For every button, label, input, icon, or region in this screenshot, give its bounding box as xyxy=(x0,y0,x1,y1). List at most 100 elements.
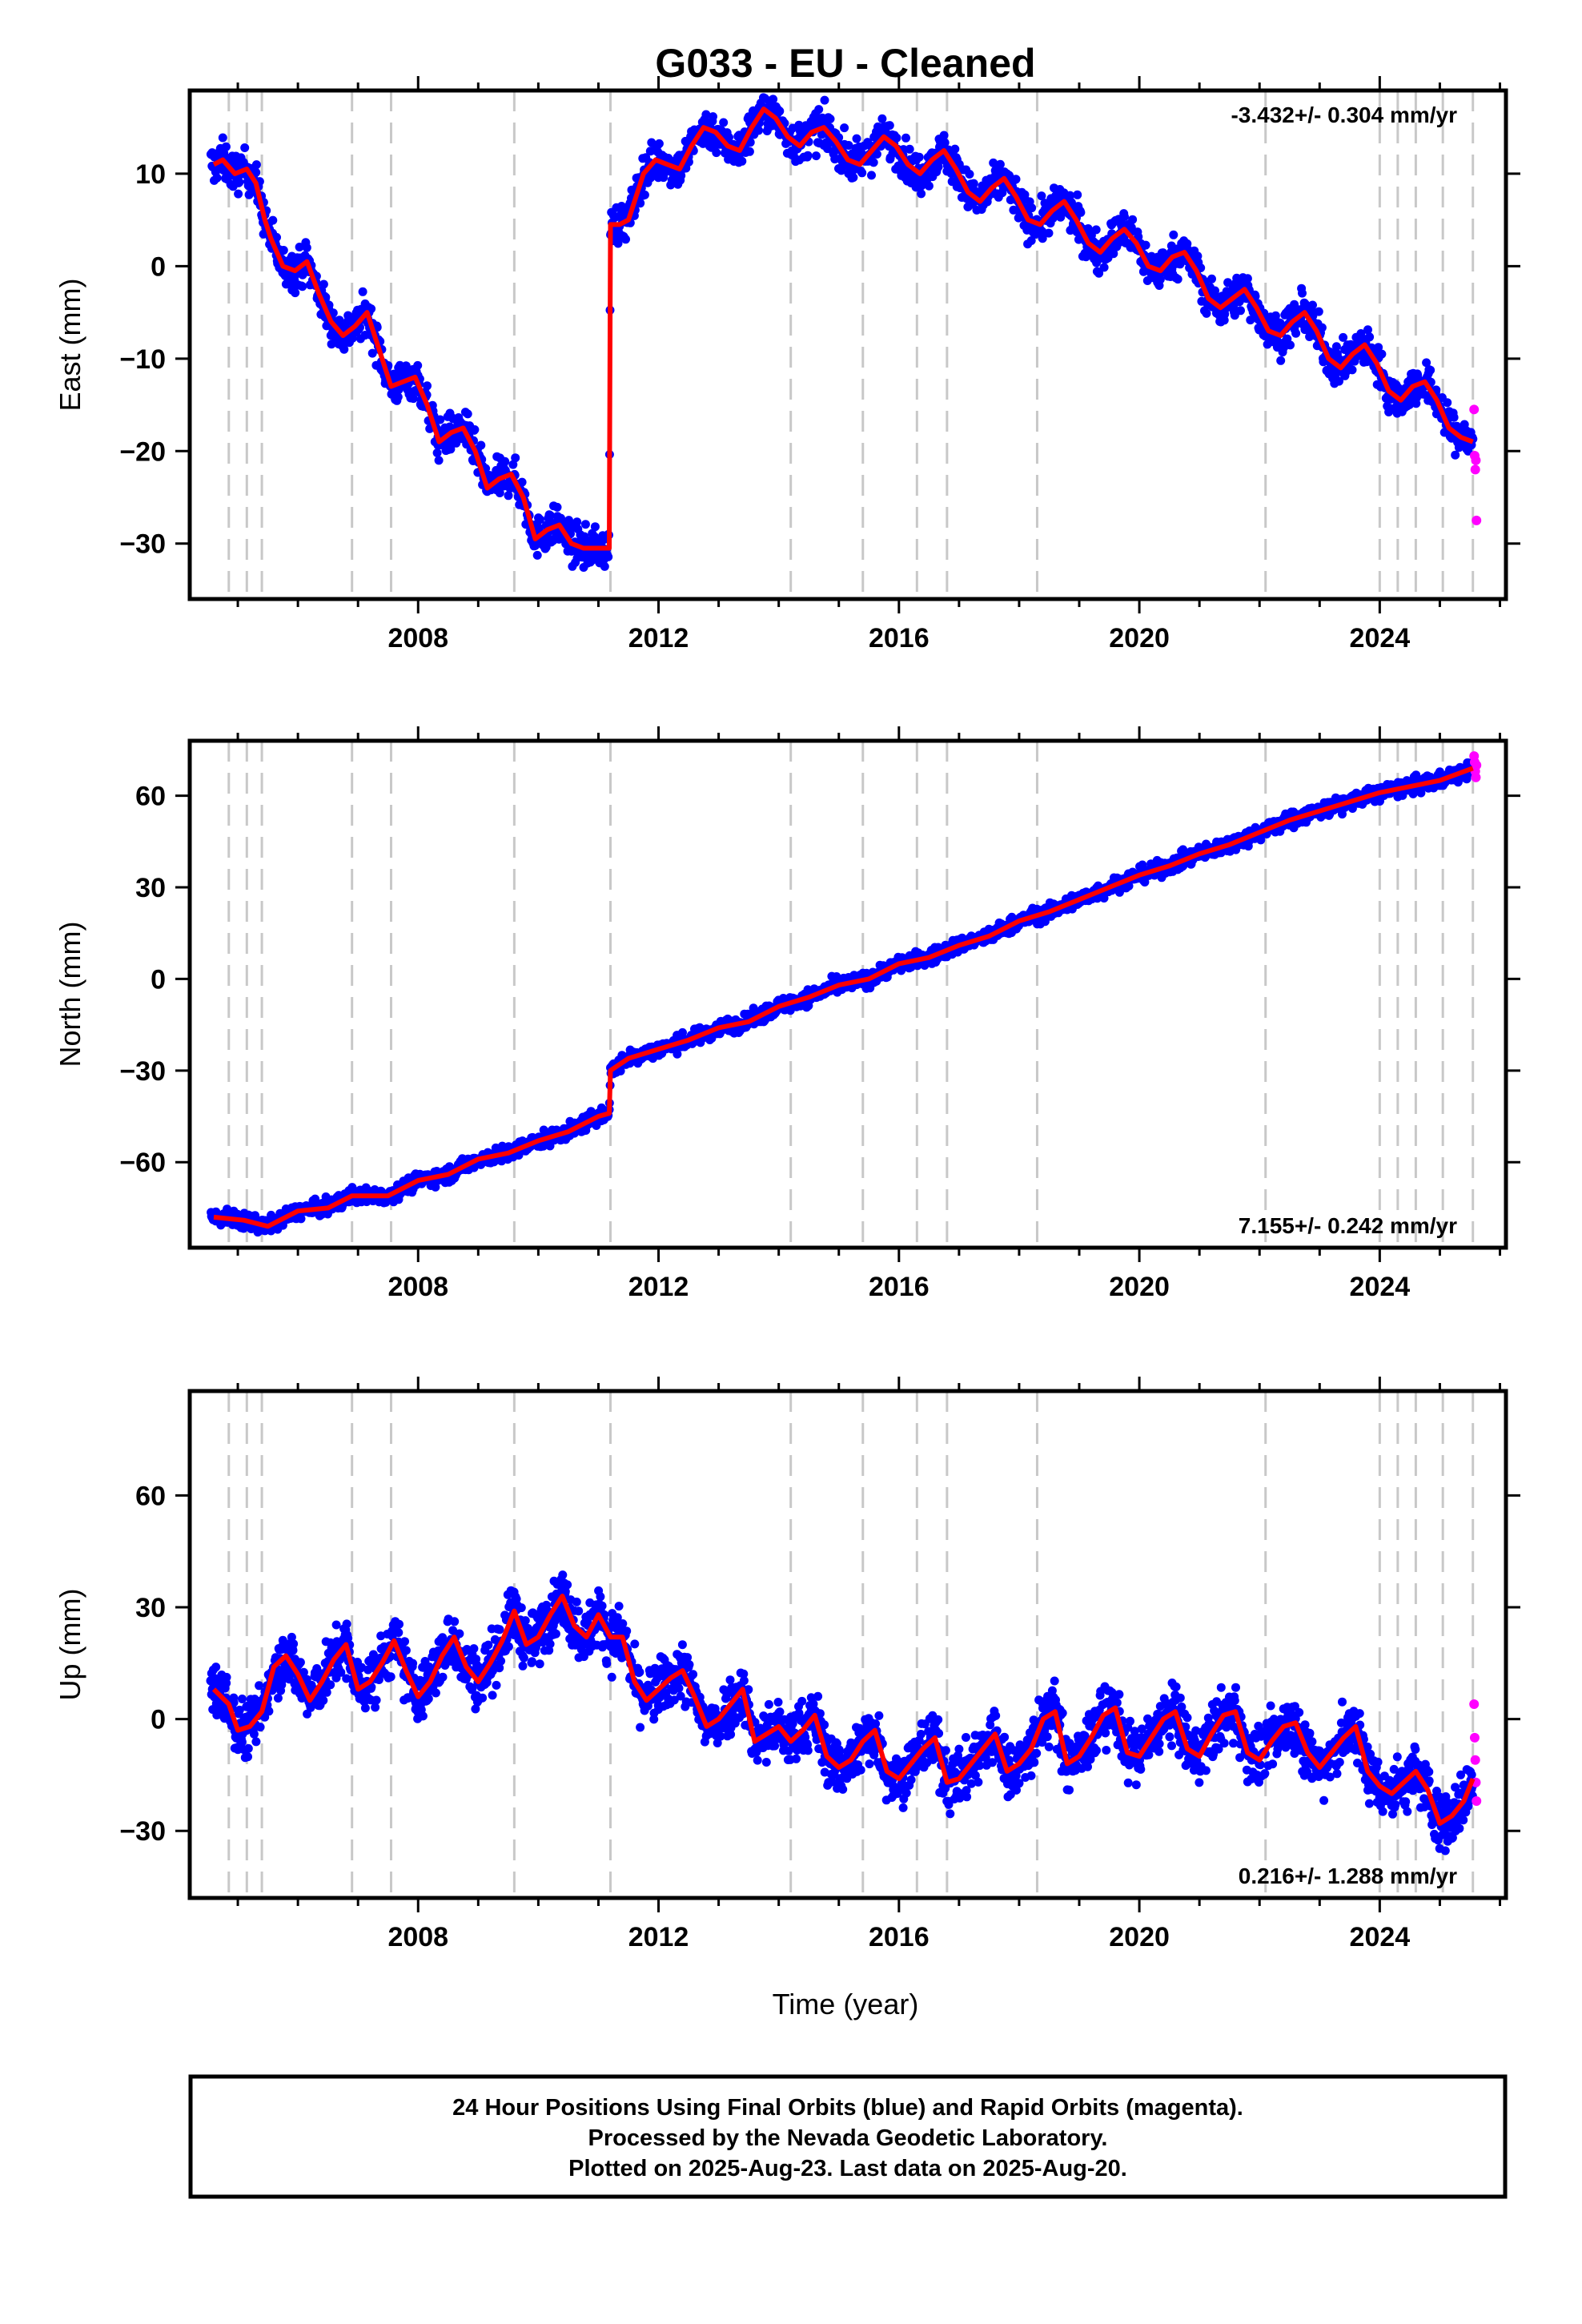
east-final-orbit-point xyxy=(1363,325,1372,335)
east-final-orbit-point xyxy=(268,215,278,225)
east-rapid-orbit-point xyxy=(1472,515,1482,525)
east-final-orbit-point xyxy=(413,360,423,370)
east-final-orbit-point xyxy=(677,171,686,180)
east-final-orbit-point xyxy=(1011,175,1021,184)
east-final-orbit-point xyxy=(251,167,261,177)
east-final-orbit-point xyxy=(1099,263,1109,272)
east-data-layer xyxy=(206,90,1482,599)
east-y-tick-label: 10 xyxy=(135,159,166,190)
east-final-orbit-point xyxy=(298,282,307,292)
east-final-orbit-point xyxy=(1365,332,1375,342)
east-final-orbit-point xyxy=(1298,288,1307,298)
east-final-orbit-point xyxy=(901,133,910,143)
east-final-orbit-point xyxy=(905,144,914,154)
east-final-orbit-point xyxy=(1374,343,1383,352)
east-y-tick-label: −20 xyxy=(119,436,166,467)
north-final-orbit-point xyxy=(1398,790,1407,800)
north-final-orbit-point xyxy=(1338,810,1347,819)
east-final-orbit-point xyxy=(775,107,785,116)
east-final-orbit-point xyxy=(546,511,556,521)
east-final-orbit-point xyxy=(319,279,328,289)
north-final-orbit-point xyxy=(431,1182,440,1192)
east-final-orbit-point xyxy=(1076,207,1086,217)
east-final-orbit-point xyxy=(476,440,486,450)
east-final-orbit-point xyxy=(914,152,924,162)
east-model-line xyxy=(212,107,1474,551)
east-final-orbit-point xyxy=(1308,300,1317,310)
east-final-orbit-point xyxy=(719,118,729,127)
east-final-orbit-point xyxy=(1066,191,1075,200)
east-final-orbit-point xyxy=(1091,225,1101,235)
east-final-orbit-point xyxy=(423,381,432,391)
east-final-orbit-point xyxy=(969,179,978,188)
east-final-orbit-point xyxy=(495,489,504,497)
east-final-orbit-point xyxy=(552,502,562,512)
east-x-tick-label: 2016 xyxy=(869,623,930,653)
east-final-orbit-point xyxy=(1027,203,1037,213)
north-final-orbit-point xyxy=(1138,860,1147,870)
north-y-axis-label: North (mm) xyxy=(54,922,86,1068)
east-final-orbit-point xyxy=(1291,328,1301,338)
east-rate-label: -3.432+/- 0.304 mm/yr xyxy=(1231,103,1457,127)
east-final-orbit-point xyxy=(1202,308,1211,318)
east-final-orbit-point xyxy=(572,517,582,527)
east-final-orbit-point xyxy=(636,199,645,208)
east-final-orbit-point xyxy=(640,190,649,199)
east-final-orbit-point xyxy=(463,409,472,419)
east-final-orbit-point xyxy=(339,344,349,354)
east-final-orbit-point xyxy=(1339,332,1348,342)
east-final-orbit-point xyxy=(840,123,849,133)
east-frame xyxy=(187,88,1508,601)
east-final-orbit-point xyxy=(1276,356,1286,365)
east-final-orbit-point xyxy=(590,522,600,532)
east-final-orbit-point xyxy=(654,139,664,148)
east-final-orbit-point xyxy=(877,114,887,123)
east-final-orbit-point xyxy=(1331,342,1341,352)
north-x-tick-label: 2008 xyxy=(387,1272,448,1302)
east-final-orbit-point xyxy=(1109,249,1118,259)
north-data-layer xyxy=(207,741,1482,1248)
east-final-orbit-point xyxy=(1377,349,1387,359)
east-final-orbit-point xyxy=(1044,228,1054,238)
east-final-orbit-point xyxy=(604,552,613,561)
east-final-orbit-point xyxy=(279,246,288,255)
north-y-tick-label: 0 xyxy=(151,964,166,995)
east-final-orbit-point xyxy=(872,150,881,159)
east-final-orbit-point xyxy=(1120,212,1129,222)
east-final-orbit-point xyxy=(1422,358,1431,368)
east-final-orbit-point xyxy=(432,448,442,457)
east-final-orbit-point xyxy=(1169,230,1178,239)
east-final-orbit-point xyxy=(221,142,231,151)
east-final-orbit-point xyxy=(240,143,250,152)
east-final-orbit-point xyxy=(434,456,444,465)
east-final-orbit-point xyxy=(302,243,311,252)
east-final-orbit-point xyxy=(470,425,480,434)
east-final-orbit-point xyxy=(1347,365,1357,375)
east-final-orbit-point xyxy=(621,235,630,244)
east-final-orbit-point xyxy=(1211,286,1219,296)
east-final-orbit-point xyxy=(1141,240,1150,250)
east-final-orbit-point xyxy=(1026,236,1036,245)
east-final-orbit-point xyxy=(600,561,609,571)
east-final-orbit-point xyxy=(1286,340,1295,350)
east-x-tick-label: 2024 xyxy=(1350,623,1411,653)
east-final-orbit-point xyxy=(251,160,261,170)
north-model-line xyxy=(213,766,1474,1229)
east-final-orbit-point xyxy=(1449,412,1459,422)
east-final-orbit-point xyxy=(917,189,926,199)
east-final-orbit-point xyxy=(814,105,824,115)
east-rapid-orbit-point xyxy=(1470,464,1480,475)
north-rate-label: 7.155+/- 0.242 mm/yr xyxy=(1239,1213,1457,1238)
east-final-orbit-point xyxy=(446,444,456,454)
east-final-orbit-point xyxy=(803,151,813,160)
east-final-orbit-point xyxy=(1314,307,1323,316)
east-final-orbit-point xyxy=(580,520,590,529)
east-final-orbit-point xyxy=(737,156,747,166)
north-x-tick-label: 2024 xyxy=(1350,1272,1411,1302)
east-final-orbit-point xyxy=(939,131,949,140)
east-final-orbit-point xyxy=(500,456,510,466)
east-y-tick-label: 0 xyxy=(151,251,166,282)
